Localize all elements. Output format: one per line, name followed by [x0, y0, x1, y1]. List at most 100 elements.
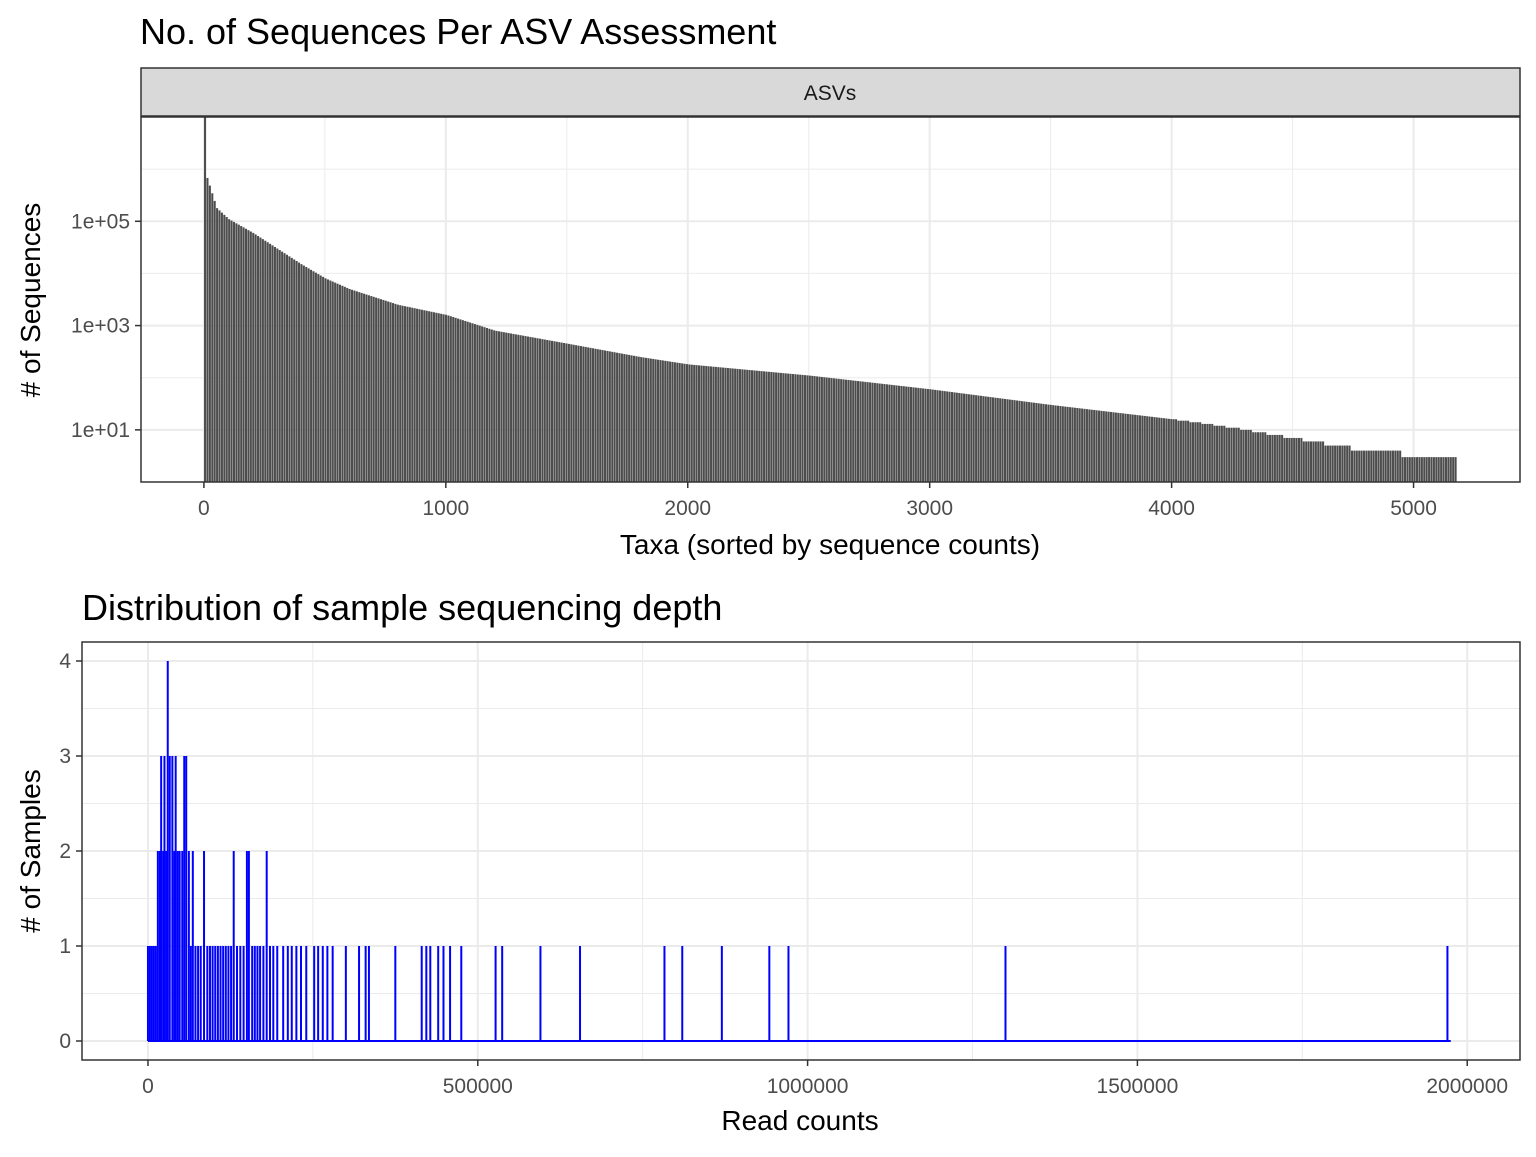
taxon-bar [787, 373, 790, 482]
taxon-bar [1059, 406, 1062, 482]
taxon-bar [473, 324, 476, 482]
taxon-bar [946, 391, 949, 482]
taxon-bar [1346, 445, 1349, 482]
taxon-bar [644, 357, 648, 482]
taxon-bar [1273, 434, 1276, 482]
taxon-bar [1126, 413, 1129, 482]
taxon-bar [1150, 416, 1154, 482]
taxon-bar [1408, 457, 1411, 482]
taxon-bar [642, 357, 645, 482]
taxon-bar [266, 242, 269, 482]
taxon-bar [702, 365, 705, 482]
taxon-bar [900, 385, 903, 482]
taxon-bar [1425, 457, 1428, 482]
taxon-bar [351, 289, 354, 482]
taxon-bar [1264, 432, 1267, 482]
taxon-bar [977, 395, 980, 482]
taxon-bar [1223, 425, 1226, 482]
taxon-bar [208, 185, 211, 482]
taxon-bar [743, 369, 746, 482]
taxon-bar [550, 340, 554, 482]
taxon-bar [883, 384, 886, 482]
x-tick-label: 500000 [443, 1075, 513, 1098]
taxon-bar [461, 320, 464, 482]
taxon-bar [1196, 422, 1199, 482]
taxon-bar [1003, 398, 1007, 482]
taxon-bar [531, 337, 534, 482]
taxon-bar [1061, 406, 1064, 482]
taxon-bar [1141, 415, 1144, 482]
taxon-bar [440, 313, 443, 482]
x-tick-label: 3000 [906, 497, 953, 520]
taxon-bar [910, 387, 913, 482]
taxon-bar [717, 367, 720, 482]
taxon-bar [950, 392, 954, 482]
taxon-bar [1432, 457, 1435, 482]
taxon-bar [700, 365, 703, 482]
taxon-bar [1266, 434, 1269, 482]
taxon-bar [225, 217, 228, 483]
taxon-bar [575, 345, 578, 482]
taxon-bar [1288, 437, 1291, 482]
taxon-bar [1322, 441, 1325, 482]
taxon-bar [948, 391, 951, 482]
taxon-bar [1189, 422, 1192, 482]
taxon-bar [1406, 457, 1409, 482]
taxon-bar [1285, 437, 1288, 482]
taxon-bar [1319, 441, 1322, 482]
taxon-bar [907, 386, 910, 482]
taxon-bar [1136, 415, 1139, 482]
taxon-bar [1129, 414, 1132, 482]
taxon-bar [1011, 399, 1014, 482]
taxon-bar [835, 378, 838, 482]
taxon-bar [820, 376, 823, 482]
taxon-bar [565, 343, 568, 482]
taxon-bar [755, 370, 758, 482]
taxon-bar [671, 361, 674, 482]
taxon-bar [806, 375, 809, 482]
taxon-bar [507, 333, 510, 482]
taxon-bar [902, 386, 905, 482]
taxon-bar [297, 262, 301, 482]
taxon-bar [1281, 434, 1284, 482]
taxon-bar [844, 379, 848, 482]
taxon-bar [635, 356, 638, 482]
taxon-bar [630, 355, 633, 482]
y-tick-label: 2 [59, 840, 71, 863]
taxon-bar [690, 364, 693, 482]
taxon-bar [1367, 450, 1370, 482]
taxon-bar [285, 254, 289, 482]
taxon-bar [994, 397, 997, 482]
taxon-bar [1114, 412, 1117, 482]
y-tick-label: 1e+05 [71, 210, 130, 233]
taxon-bar [1232, 427, 1235, 482]
y-tick-label: 4 [59, 650, 71, 673]
taxon-bar [1343, 445, 1346, 482]
x-tick-label: 0 [198, 497, 210, 520]
taxon-bar [553, 341, 556, 482]
taxon-bar [724, 367, 727, 482]
taxon-bar [307, 268, 310, 482]
taxon-bar [628, 354, 631, 482]
taxon-bar [864, 381, 867, 482]
taxon-bar [888, 384, 891, 482]
depth-chart-title: Distribution of sample sequencing depth [82, 587, 722, 628]
taxon-bar [490, 329, 493, 482]
taxon-bar [664, 360, 667, 482]
taxon-bar [608, 351, 611, 482]
taxon-bar [987, 396, 990, 482]
taxon-bar [252, 232, 255, 482]
taxon-bar [1235, 427, 1238, 482]
taxon-bar [818, 376, 821, 482]
taxon-bar [1334, 445, 1337, 482]
taxon-bar [1146, 416, 1149, 482]
taxon-bar [1184, 420, 1187, 482]
taxon-bar [276, 248, 279, 482]
taxon-bar [1314, 441, 1317, 482]
taxon-bar [895, 385, 898, 482]
taxon-bar [803, 375, 807, 482]
asv-x-axis-title: Taxa (sorted by sequence counts) [620, 529, 1040, 560]
taxon-bar [1001, 398, 1004, 482]
taxon-bar [606, 350, 609, 482]
taxon-bar [420, 309, 423, 482]
